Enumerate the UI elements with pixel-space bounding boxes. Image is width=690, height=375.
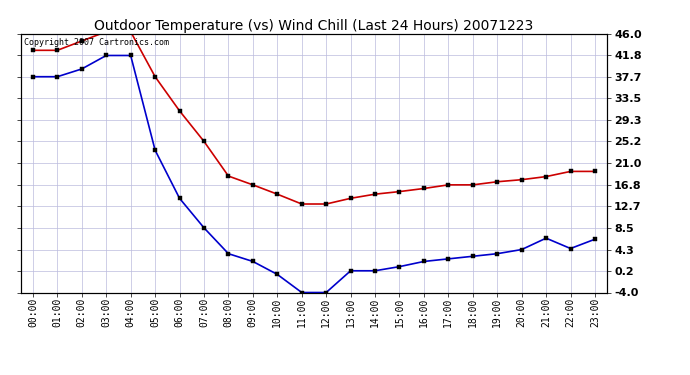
Title: Outdoor Temperature (vs) Wind Chill (Last 24 Hours) 20071223: Outdoor Temperature (vs) Wind Chill (Las…: [95, 19, 533, 33]
Text: Copyright 2007 Cartronics.com: Copyright 2007 Cartronics.com: [23, 38, 168, 46]
